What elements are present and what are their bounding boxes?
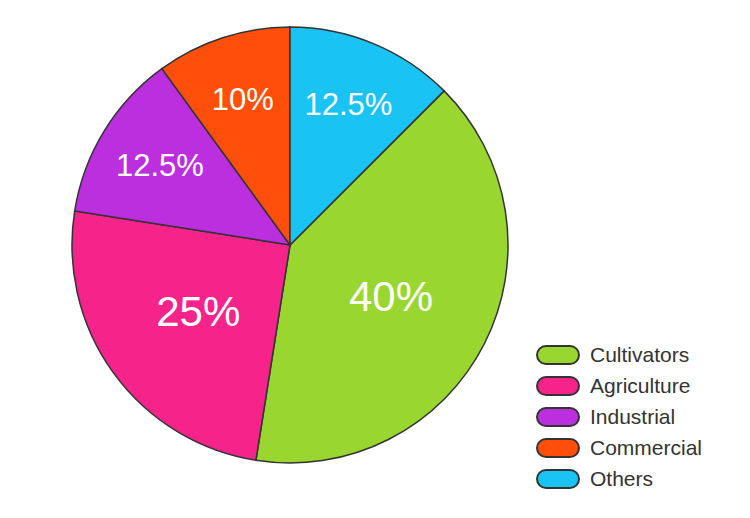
html-text:Agriculture: Agriculture	[590, 373, 691, 397]
html-text:Industrial: Industrial	[590, 404, 676, 428]
html-text:Commercial: Commercial	[590, 435, 702, 459]
svg-text:10%: 10%	[212, 82, 274, 117]
svg-text:25%: 25%	[156, 288, 240, 335]
svg-text:12.5%: 12.5%	[304, 87, 392, 122]
html-text:Cultivators: Cultivators	[590, 342, 690, 366]
html-text:Others: Others	[590, 466, 653, 490]
svg-text:40%: 40%	[349, 273, 433, 320]
svg-text:12.5%: 12.5%	[116, 148, 204, 183]
